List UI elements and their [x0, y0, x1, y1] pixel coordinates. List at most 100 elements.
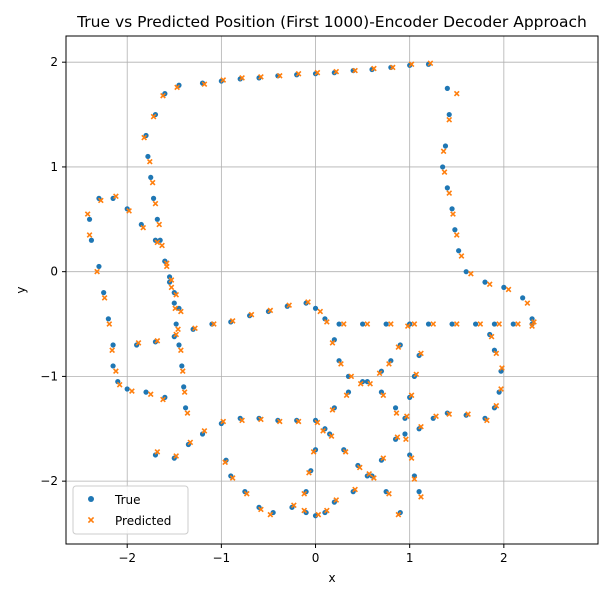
- point-true: [182, 405, 189, 411]
- x-marker-stroke: [129, 388, 135, 394]
- point-predicted: [150, 113, 157, 120]
- x-marker-stroke: [493, 350, 500, 357]
- point-predicted: [239, 75, 245, 81]
- legend-marker-predicted: [87, 516, 95, 524]
- point-predicted: [290, 502, 297, 509]
- x-marker-stroke: [498, 386, 504, 392]
- point-predicted: [172, 305, 179, 312]
- point-predicted: [140, 224, 147, 231]
- point-predicted: [352, 67, 358, 74]
- x-marker-stroke: [329, 340, 336, 346]
- point-predicted: [314, 419, 321, 426]
- x-marker-stroke: [486, 281, 493, 288]
- x-marker-stroke: [172, 305, 179, 312]
- point-true: [88, 237, 95, 243]
- point-predicted: [152, 200, 159, 207]
- point-true: [407, 452, 413, 458]
- x-marker-stroke: [192, 325, 198, 332]
- x-marker-stroke: [258, 416, 264, 423]
- point-true: [154, 216, 160, 222]
- x-marker-stroke: [408, 61, 415, 68]
- x-marker-stroke: [529, 323, 535, 330]
- x-marker-stroke: [389, 64, 396, 71]
- point-predicted: [154, 239, 161, 246]
- x-marker-stroke: [168, 277, 175, 283]
- x-marker-stroke: [468, 270, 474, 277]
- point-predicted: [380, 455, 387, 461]
- x-marker-stroke: [305, 299, 311, 305]
- x-marker-stroke: [524, 300, 531, 306]
- point-predicted: [333, 497, 340, 503]
- point-predicted: [376, 370, 383, 377]
- point-predicted: [276, 418, 283, 425]
- point-predicted: [496, 321, 502, 327]
- point-predicted: [317, 308, 324, 315]
- x-marker-stroke: [178, 347, 184, 354]
- point-predicted: [258, 506, 264, 513]
- x-marker-stroke: [338, 360, 344, 367]
- point-predicted: [154, 337, 161, 344]
- x-marker-stroke: [356, 464, 363, 471]
- point-predicted: [160, 92, 166, 99]
- x-marker-stroke: [152, 200, 159, 207]
- x-marker-stroke: [418, 494, 424, 500]
- x-marker-stroke: [364, 321, 371, 327]
- point-predicted: [192, 325, 198, 332]
- x-marker-stroke: [181, 389, 188, 395]
- point-predicted: [229, 318, 236, 324]
- x-marker-stroke: [403, 436, 409, 443]
- x-marker-stroke: [413, 371, 420, 378]
- legend-marker-true: [88, 496, 94, 502]
- point-true: [520, 295, 526, 301]
- point-true: [442, 143, 449, 149]
- x-marker-stroke: [178, 308, 184, 315]
- x-marker-stroke: [446, 116, 453, 123]
- point-true: [345, 389, 352, 395]
- point-true: [331, 337, 337, 343]
- x-marker-stroke: [440, 148, 447, 155]
- point-predicted: [413, 371, 420, 378]
- point-true: [115, 379, 121, 385]
- point-predicted: [356, 464, 363, 471]
- point-predicted: [94, 268, 100, 275]
- point-predicted: [446, 190, 453, 196]
- point-true: [145, 153, 151, 160]
- x-marker-stroke: [408, 455, 415, 461]
- x-marker-stroke: [173, 291, 180, 298]
- point-true: [383, 321, 389, 327]
- point-predicted: [295, 70, 302, 77]
- point-predicted: [380, 392, 387, 399]
- x-marker-stroke: [493, 402, 500, 409]
- x-marker-stroke: [458, 253, 465, 259]
- x-marker-stroke: [201, 428, 208, 434]
- x-marker-stroke: [286, 302, 293, 309]
- x-marker-stroke: [446, 411, 453, 417]
- point-predicted: [395, 344, 402, 350]
- x-marker-stroke: [239, 417, 245, 424]
- y-tick-label: −2: [40, 474, 58, 488]
- point-predicted: [366, 470, 373, 477]
- point-predicted: [168, 284, 175, 291]
- x-marker-stroke: [173, 453, 180, 459]
- x-marker-stroke: [386, 360, 392, 367]
- point-true: [171, 300, 177, 306]
- point-true: [378, 389, 385, 395]
- x-marker-stroke: [84, 211, 91, 217]
- point-true: [336, 358, 342, 364]
- point-predicted: [248, 311, 255, 318]
- point-predicted: [531, 319, 537, 325]
- x-marker-stroke: [393, 410, 400, 416]
- x-marker-stroke: [154, 239, 161, 246]
- plot-area-frame: [65, 35, 599, 545]
- point-predicted: [181, 389, 188, 395]
- point-true: [143, 389, 149, 395]
- x-marker-stroke: [229, 318, 236, 324]
- x-marker-stroke: [174, 84, 180, 91]
- legend-box: [72, 485, 189, 535]
- point-predicted: [163, 260, 170, 267]
- point-true: [176, 305, 182, 311]
- point-true: [181, 384, 187, 390]
- x-marker-stroke: [116, 381, 123, 388]
- point-predicted: [371, 475, 377, 481]
- point-predicted: [220, 418, 227, 425]
